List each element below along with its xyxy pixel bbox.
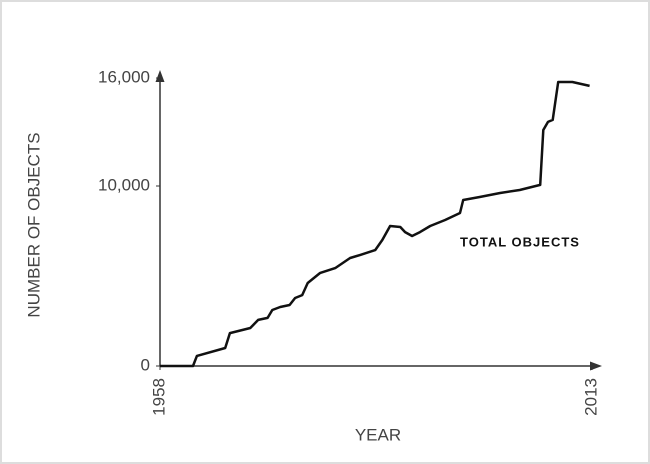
x-tick-label: 2013 xyxy=(581,378,600,416)
x-axis-label: YEAR xyxy=(355,425,401,444)
x-tick-label: 1958 xyxy=(149,378,168,416)
annotation: TOTAL OBJECTS xyxy=(460,234,580,249)
y-axis-label: NUMBER OF OBJECTS xyxy=(24,132,43,317)
y-tick-label: 10,000 xyxy=(98,175,150,194)
y-tick-label: 0 xyxy=(141,355,150,374)
data-line xyxy=(160,80,590,368)
y-tick-label: 16,000 xyxy=(98,67,150,86)
